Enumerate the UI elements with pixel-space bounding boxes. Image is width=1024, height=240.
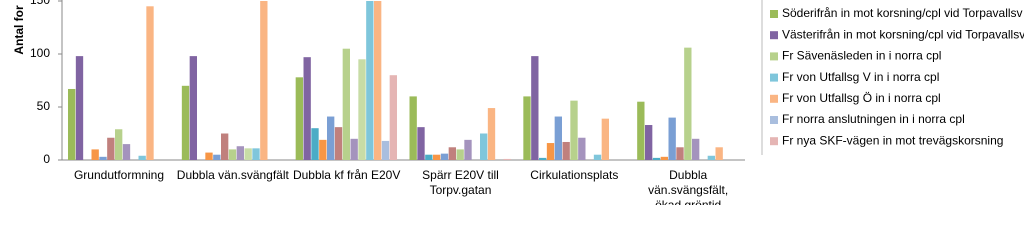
- legend-label: Fr von Utfallsg V in i norra cpl: [782, 70, 939, 84]
- bar: [531, 56, 539, 161]
- bar: [236, 146, 244, 160]
- bar: [260, 1, 268, 160]
- bar: [189, 56, 197, 161]
- legend-label: Fr nya SKF-vägen in mot trevägskorsning: [782, 133, 1003, 147]
- bar: [319, 139, 327, 160]
- bar: [381, 140, 390, 160]
- bar: [311, 128, 319, 160]
- bar: [425, 154, 433, 160]
- bar: [456, 149, 464, 160]
- bar: [327, 116, 335, 160]
- bar: [205, 152, 213, 160]
- bar: [578, 137, 586, 160]
- x-tick-label: Spärr E20V till Torpv.gatan: [422, 168, 499, 197]
- y-axis-label: Antal for: [12, 5, 26, 55]
- bar: [448, 147, 456, 160]
- bar: [546, 143, 555, 160]
- bar: [303, 57, 311, 160]
- chart: Antal for 0 50 100 150 Söderifrån in mot kor…: [12, 0, 1024, 205]
- legend-label: Söderifrån in mot korsning/cpl vid Torpa…: [782, 6, 1023, 20]
- bar: [692, 138, 700, 160]
- legend-swatch: [770, 52, 778, 61]
- bar: [244, 148, 252, 160]
- bar: [115, 129, 123, 160]
- x-tick-label: Dubbla kf från E20V: [292, 168, 401, 182]
- bar: [570, 100, 578, 160]
- bar: [213, 154, 221, 160]
- bar: [146, 6, 154, 160]
- x-tick-label: Dubbla vän.svängfält: [176, 168, 289, 182]
- bar: [601, 118, 609, 160]
- x-tick-label: Cirkulationsplats: [530, 168, 619, 182]
- legend-swatch: [770, 31, 778, 40]
- legend-swatch: [770, 137, 778, 146]
- bar: [107, 137, 115, 160]
- bar: [342, 48, 350, 161]
- bar: [523, 96, 531, 160]
- bar: [487, 108, 496, 160]
- bar: [464, 139, 472, 160]
- bar: [221, 133, 229, 160]
- bar: [652, 157, 661, 160]
- y-tick-label: 150: [30, 0, 50, 7]
- legend-label: Fr Sävenäsleden in i norra cpl: [782, 49, 941, 63]
- bar: [374, 1, 382, 160]
- bar: [668, 117, 676, 160]
- legend-swatch: [770, 116, 778, 124]
- bar: [228, 149, 237, 160]
- bar: [593, 154, 602, 160]
- legend-label: Västerifrån in mot korsning/cpl vid Torp…: [782, 27, 1024, 41]
- y-tick-label: 100: [30, 46, 50, 60]
- bar: [252, 148, 260, 160]
- bar: [562, 141, 570, 160]
- bar: [358, 59, 366, 160]
- bar: [68, 88, 76, 160]
- bar: [645, 125, 653, 160]
- y-tick-label: 50: [37, 99, 51, 113]
- bar: [660, 156, 668, 160]
- bar: [417, 127, 425, 160]
- x-tick-label: Grundutformning: [73, 168, 165, 182]
- bar: [676, 147, 684, 160]
- bar: [503, 158, 511, 160]
- legend-swatch: [770, 10, 778, 18]
- chart-svg: Antal for 0 50 100 150 Söderifrån in mot kor…: [12, 0, 1024, 166]
- bar: [122, 144, 131, 160]
- bar: [91, 149, 99, 160]
- bar: [440, 153, 449, 160]
- bar: [715, 147, 723, 160]
- bar: [350, 138, 358, 160]
- bar: [389, 75, 397, 160]
- legend-label: Fr von Utfallsg Ö in i norra cpl: [782, 91, 941, 105]
- y-tick-label: 0: [43, 152, 50, 166]
- bar: [480, 133, 488, 160]
- bar: [707, 155, 715, 160]
- bar: [138, 155, 146, 160]
- bar: [295, 77, 303, 160]
- bar: [334, 127, 343, 160]
- bar: [181, 85, 190, 160]
- x-tick-label: Dubbla vän.svängsfält, ökad gröntid: [648, 168, 729, 205]
- bar: [75, 56, 84, 161]
- bar: [433, 154, 441, 160]
- bar: [637, 101, 645, 160]
- bar: [539, 157, 547, 160]
- legend-swatch: [770, 73, 778, 82]
- bar: [554, 116, 562, 160]
- legend-label: Fr norra anslutningen in i norra cpl: [782, 112, 965, 126]
- bar: [409, 96, 417, 160]
- bar: [684, 47, 692, 160]
- legend-swatch: [770, 94, 778, 103]
- bar: [99, 156, 107, 160]
- bar: [366, 1, 374, 160]
